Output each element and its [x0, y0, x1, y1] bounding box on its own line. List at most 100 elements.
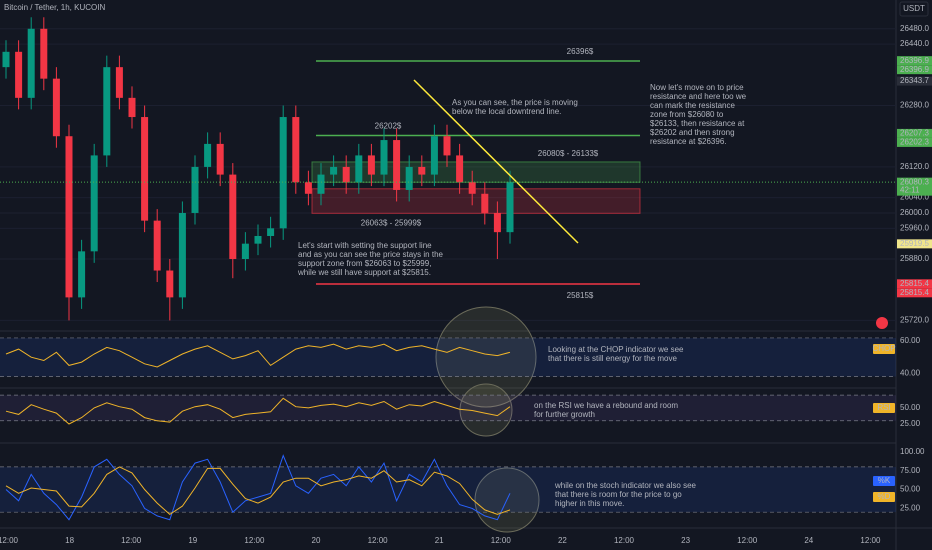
indicator-band: [0, 337, 896, 377]
highlight-circle: [459, 383, 513, 437]
annotation-text: support zone from $26063 to $25999,: [298, 259, 431, 268]
x-tick-label: 21: [435, 536, 444, 545]
price-tag-label: 25815.4: [900, 279, 929, 288]
downtrend-line: [413, 79, 579, 244]
x-tick-label: 23: [681, 536, 690, 545]
candle-body: [204, 143, 212, 167]
y-tick-label: 26280.0: [900, 101, 929, 110]
candle-body: [355, 155, 363, 183]
y-tick-label: 50.00: [900, 403, 921, 412]
zone-label: 26080$ - 26133$: [538, 149, 599, 158]
indicator-tag: [873, 492, 895, 502]
price-tag: [897, 279, 932, 289]
x-tick-label: 18: [65, 536, 74, 545]
price-tag: [897, 137, 932, 147]
y-tick-label: 75.00: [900, 466, 921, 475]
currency[interactable]: USDT: [903, 4, 925, 13]
candle-body: [342, 166, 350, 183]
candle-body: [506, 182, 514, 233]
y-tick-label: 100.00: [900, 447, 925, 456]
annotation-text: for further growth: [534, 410, 595, 419]
highlight-circle: [435, 306, 537, 408]
indicator-band: [0, 395, 896, 421]
price-tag-label: 26080.3: [900, 177, 929, 186]
indicator-name: RSI: [877, 403, 890, 412]
candle-body: [267, 228, 275, 236]
annotation-text: can mark the resistance: [650, 101, 735, 110]
candle-body: [254, 235, 262, 244]
indicator-line: [5, 466, 511, 516]
candle-body: [443, 136, 451, 156]
candle-body: [456, 155, 464, 183]
y-tick-label: 26440.0: [900, 39, 929, 48]
candle-body: [153, 220, 161, 271]
x-tick-label: 20: [312, 536, 321, 545]
annotation-text: below the local downtrend line.: [452, 107, 561, 116]
level-label: 26396$: [567, 47, 594, 56]
annotation-text: that there is room for the price to go: [555, 490, 682, 499]
candle-body: [493, 212, 501, 233]
y-tick-label: 25.00: [900, 504, 921, 513]
candle-body: [15, 51, 23, 98]
candle-body: [90, 155, 98, 252]
y-tick-label: 26480.0: [900, 24, 929, 33]
price-tag-label: 26202.3: [900, 138, 929, 147]
price-tag: [897, 76, 932, 86]
indicator-name: %D: [878, 492, 891, 501]
candle-body: [405, 166, 413, 190]
price-tag-label: 26396.9: [900, 65, 929, 74]
candle-body: [380, 140, 388, 175]
level-label: 25815$: [567, 291, 594, 300]
candle-body: [430, 136, 438, 175]
candle-body: [216, 143, 224, 175]
annotation-text: and as you can see the price stays in th…: [298, 250, 444, 259]
indicator-name: %K: [878, 476, 891, 485]
y-tick-label: 26120.0: [900, 162, 929, 171]
annotation-text: zone from $26080 to: [650, 110, 724, 119]
price-tag: [897, 177, 932, 196]
currency-button[interactable]: [899, 1, 929, 17]
y-tick-label: 25880.0: [900, 254, 929, 263]
x-tick-label: 12:00: [244, 536, 265, 545]
candle-body: [393, 140, 401, 190]
price-tag-label: 26343.7: [900, 76, 929, 85]
zone: [311, 188, 641, 214]
annotation-text: Let's start with setting the support lin…: [298, 241, 432, 250]
x-tick-label: 12:00: [368, 536, 389, 545]
price-tag: [897, 65, 932, 75]
candle-body: [52, 78, 60, 137]
level-label: 26202$: [375, 122, 402, 131]
annotation-text: Looking at the CHOP indicator we see: [548, 345, 684, 354]
price-tag: [897, 128, 932, 138]
symbol-header: Bitcoin / Tether, 1h, KUCOIN: [4, 3, 105, 12]
candle-body: [40, 28, 48, 79]
candle-body: [468, 182, 476, 194]
y-tick-label: 25.00: [900, 419, 921, 428]
candle-body: [78, 251, 86, 298]
price-tag-label: 25919.5: [900, 239, 929, 248]
price-tag-label: 25815.4: [900, 288, 929, 297]
y-tick-label: 25720.0: [900, 316, 929, 325]
price-tag-label: 26396.9: [900, 56, 929, 65]
candle-body: [166, 270, 174, 298]
candle-body: [317, 174, 325, 194]
candle-body: [103, 67, 111, 156]
price-tag-label: 26207.3: [900, 129, 929, 138]
x-tick-label: 12:00: [737, 536, 758, 545]
y-tick-label: 50.00: [900, 485, 921, 494]
annotation-text: that there is still energy for the move: [548, 354, 678, 363]
candle-body: [229, 174, 237, 260]
price-tag: [897, 239, 932, 249]
annotation-text: resistance and here too we: [650, 92, 747, 101]
candle-body: [115, 67, 123, 98]
candle-body: [2, 51, 10, 68]
countdown: 42:11: [900, 185, 920, 194]
annotation-text: while we still have support at $25815.: [297, 268, 431, 277]
price-tag: [897, 56, 932, 66]
x-tick-label: 12:00: [614, 536, 635, 545]
candle-body: [128, 97, 136, 118]
x-tick-label: 12:00: [121, 536, 142, 545]
candle-body: [141, 117, 149, 221]
x-tick-label: 12:00: [491, 536, 512, 545]
